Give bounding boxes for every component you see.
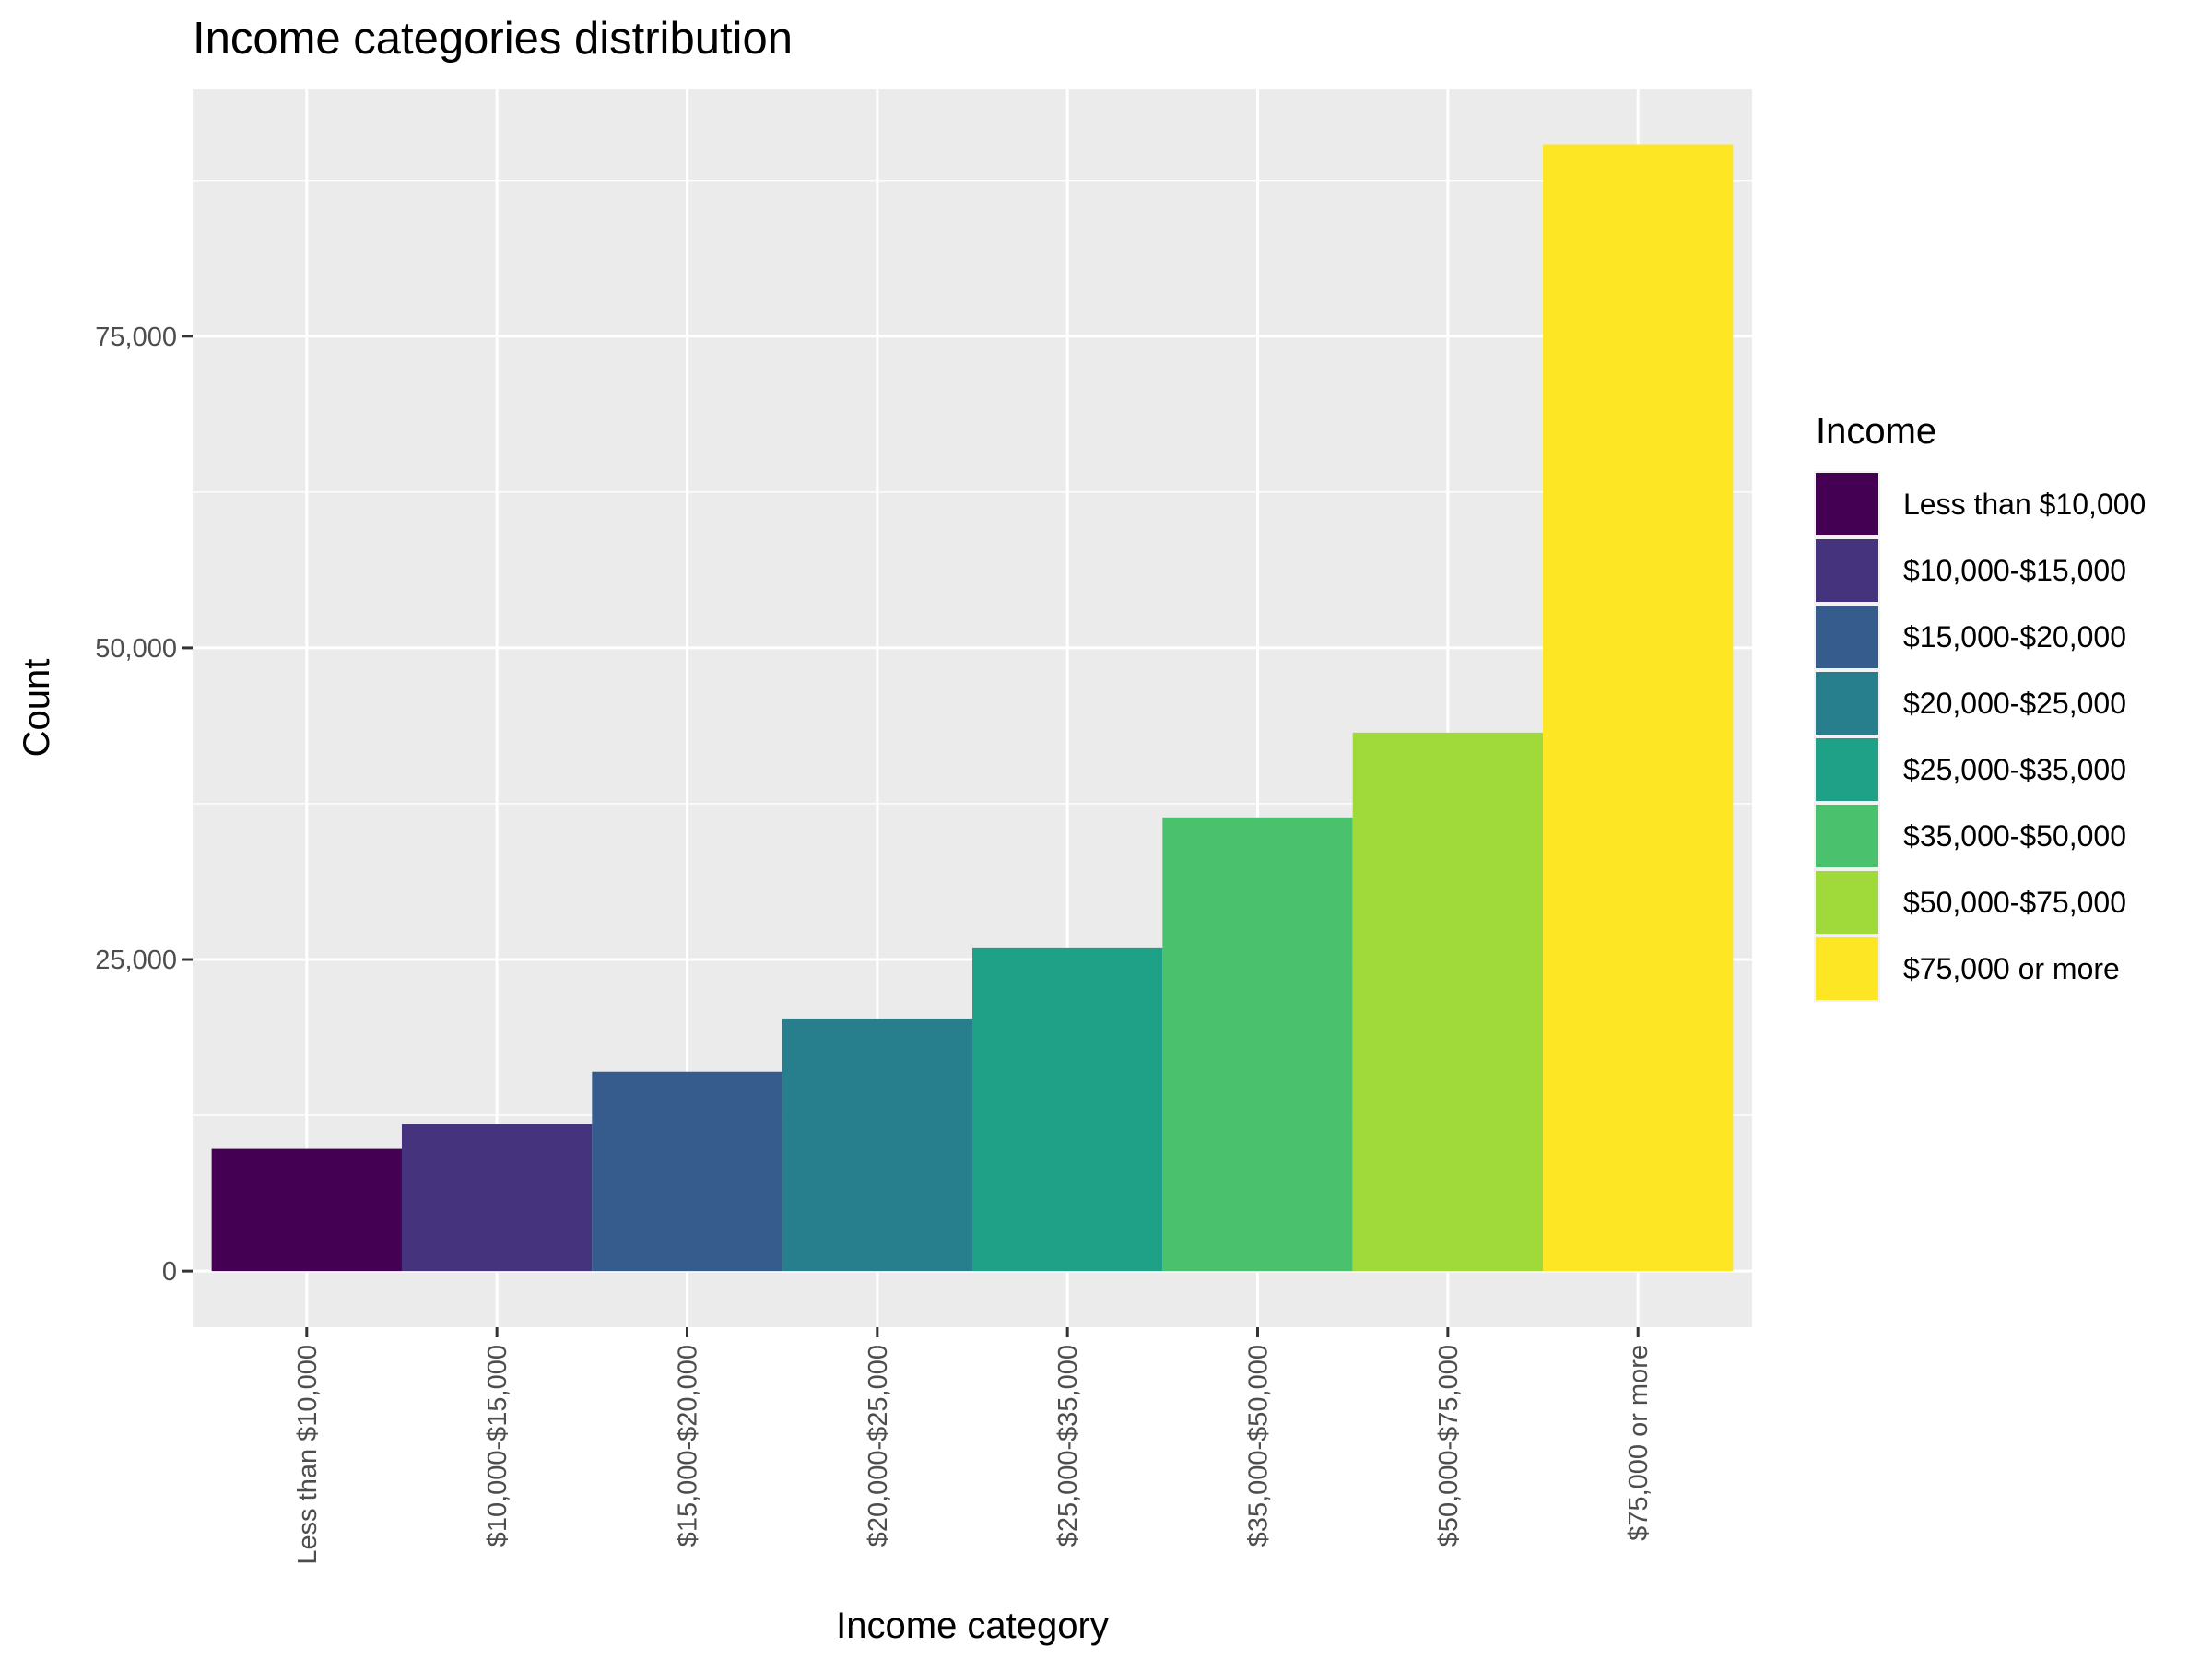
chart-title: Income categories distribution bbox=[193, 14, 793, 64]
bar bbox=[592, 1071, 782, 1272]
bar bbox=[1352, 732, 1544, 1272]
y-axis: 0 25,000 50,000 75,000 bbox=[95, 323, 193, 1287]
x-tick-label: $75,000 or more bbox=[1624, 1345, 1653, 1541]
x-axis: Less than $10,000 $10,000-$15,000 $15,000-… bbox=[293, 1327, 1653, 1565]
x-tick-label: $50,000-$75,000 bbox=[1434, 1345, 1464, 1547]
legend-label: $50,000-$75,000 bbox=[1903, 886, 2126, 919]
legend-label: $75,000 or more bbox=[1903, 952, 2120, 985]
y-tick-label: 75,000 bbox=[95, 323, 177, 352]
legend-swatch bbox=[1816, 805, 1878, 867]
legend-swatch bbox=[1816, 539, 1878, 602]
x-tick-label: $25,000-$35,000 bbox=[1053, 1345, 1083, 1547]
legend-label: $25,000-$35,000 bbox=[1903, 753, 2126, 786]
legend-swatch bbox=[1816, 606, 1878, 668]
legend-swatch bbox=[1816, 738, 1878, 801]
y-tick-label: 50,000 bbox=[95, 634, 177, 664]
legend-swatch bbox=[1816, 871, 1878, 934]
legend-label: $15,000-$20,000 bbox=[1903, 620, 2126, 653]
x-tick-label: Less than $10,000 bbox=[293, 1345, 323, 1565]
x-tick-label: $20,000-$25,000 bbox=[864, 1345, 893, 1547]
x-tick-label: $15,000-$20,000 bbox=[673, 1345, 702, 1547]
legend-label: Less than $10,000 bbox=[1903, 488, 2146, 521]
bar bbox=[1543, 144, 1734, 1272]
x-tick-label: $10,000-$15,000 bbox=[483, 1345, 512, 1547]
bar bbox=[782, 1018, 972, 1272]
legend-swatch bbox=[1816, 672, 1878, 735]
y-axis-title: Count bbox=[17, 659, 57, 758]
bar bbox=[1162, 817, 1353, 1272]
legend: Income Less than $10,000 $10,000-$15,000 $… bbox=[1814, 411, 2146, 1002]
y-tick-label: 0 bbox=[162, 1257, 177, 1287]
bar bbox=[972, 947, 1163, 1272]
legend-swatch bbox=[1816, 937, 1878, 1000]
bar bbox=[211, 1148, 402, 1272]
bar bbox=[401, 1124, 593, 1272]
x-tick-label: $35,000-$50,000 bbox=[1244, 1345, 1274, 1547]
legend-label: $20,000-$25,000 bbox=[1903, 687, 2126, 720]
legend-title: Income bbox=[1816, 411, 1936, 452]
y-tick-label: 25,000 bbox=[95, 946, 177, 975]
legend-label: $35,000-$50,000 bbox=[1903, 819, 2126, 853]
x-axis-title: Income category bbox=[836, 1606, 1109, 1646]
bars-group bbox=[211, 144, 1734, 1272]
legend-label: $10,000-$15,000 bbox=[1903, 554, 2126, 587]
legend-swatch bbox=[1816, 473, 1878, 535]
